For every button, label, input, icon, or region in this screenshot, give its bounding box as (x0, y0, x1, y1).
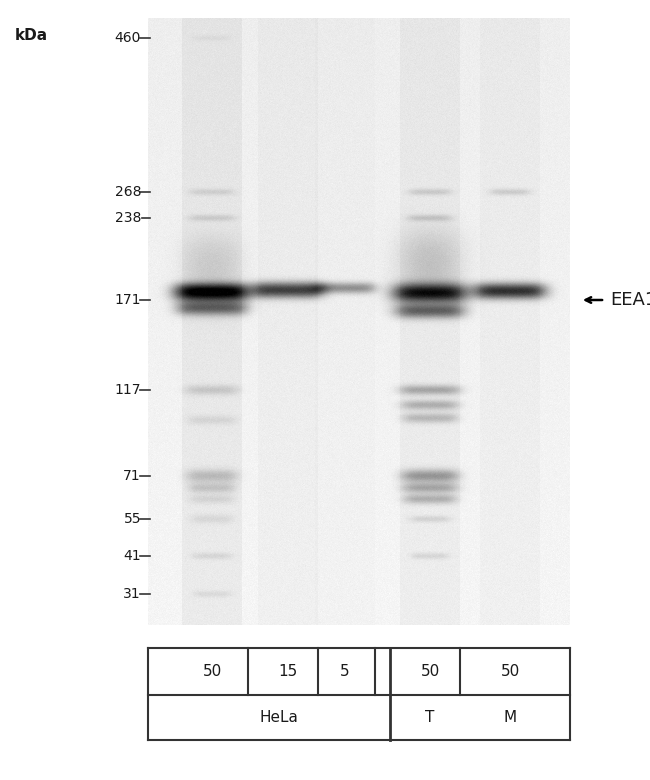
Text: 55: 55 (124, 512, 141, 526)
Text: 5: 5 (340, 664, 350, 679)
Text: 50: 50 (421, 664, 439, 679)
Text: M: M (504, 710, 517, 725)
Text: HeLa: HeLa (259, 710, 298, 725)
Text: 41: 41 (124, 549, 141, 563)
Text: 31: 31 (124, 587, 141, 601)
Text: kDa: kDa (15, 28, 48, 43)
Text: 50: 50 (202, 664, 222, 679)
Text: 117: 117 (114, 383, 141, 397)
Text: 238: 238 (114, 211, 141, 225)
Text: 268: 268 (114, 185, 141, 199)
Text: EEA1: EEA1 (610, 291, 650, 309)
Text: 171: 171 (114, 293, 141, 307)
Text: 71: 71 (124, 469, 141, 483)
Text: 460: 460 (114, 31, 141, 45)
Text: 50: 50 (500, 664, 519, 679)
Text: 15: 15 (278, 664, 298, 679)
Text: T: T (425, 710, 435, 725)
